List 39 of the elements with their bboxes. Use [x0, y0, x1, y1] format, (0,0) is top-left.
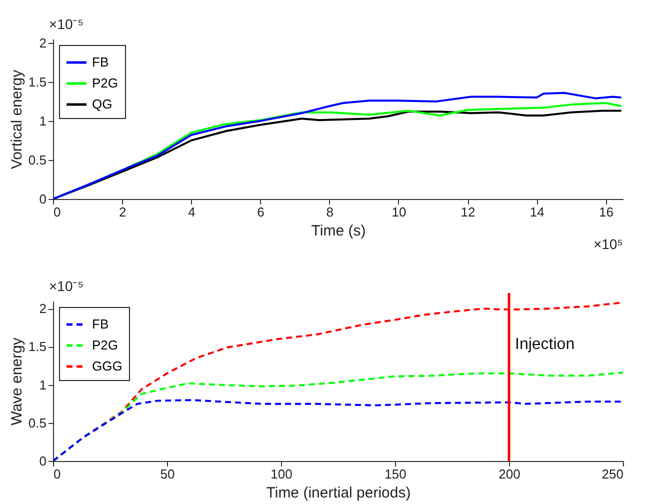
text: ×10⁵ [593, 236, 623, 252]
y-tick-label: 0 [39, 454, 46, 468]
y-tick-label: 0.5 [28, 152, 46, 168]
y-tick-label: 1.5 [28, 74, 46, 90]
x-axis-title: Time (s) [311, 222, 366, 240]
ref-line-label: Injection [515, 336, 575, 354]
x-axis-title: Time (inertial periods) [266, 484, 411, 502]
x-tick-label: 200 [498, 466, 520, 482]
legend-label: FB [92, 316, 109, 332]
y-tick-label: 2 [39, 35, 46, 50]
x-tick-label: 50 [160, 466, 175, 482]
x-tick-label: 10 [392, 204, 406, 220]
y-tick-label: 1 [39, 113, 46, 128]
y-axis-title: Vortical energy [8, 69, 26, 170]
y-tick-label: 0.5 [28, 415, 46, 430]
legend-label: FB [92, 54, 109, 70]
legend-label: P2G [92, 338, 118, 352]
x-tick-label: 4 [188, 204, 196, 220]
x-tick-label: 2 [118, 204, 126, 220]
y-tick-label: 1.5 [28, 339, 46, 354]
x-tick-label: 8 [326, 204, 334, 220]
x-tick-label: 6 [257, 204, 264, 220]
y-axis-title: Wave energy [8, 337, 26, 426]
text: ×10⁻⁵ [49, 278, 84, 294]
y-tick-label: 0 [39, 192, 46, 206]
legend-label: QG [92, 96, 112, 112]
x-tick-label: 0 [54, 466, 61, 482]
x-tick-label: 0 [54, 204, 61, 220]
x-tick-label: 12 [460, 204, 476, 220]
y-tick-label: 2 [39, 301, 46, 316]
legend-label: GGG [92, 358, 122, 374]
text: ×10⁻⁵ [49, 16, 84, 32]
x-tick-label: 16 [598, 204, 614, 220]
x-tick-label: 250 [602, 466, 624, 482]
x-tick-label: 150 [384, 466, 406, 482]
legend-label: P2G [92, 76, 118, 90]
x-tick-label: 100 [270, 466, 292, 482]
y-tick-label: 1 [39, 377, 46, 392]
x-tick-label: 14 [530, 204, 544, 220]
